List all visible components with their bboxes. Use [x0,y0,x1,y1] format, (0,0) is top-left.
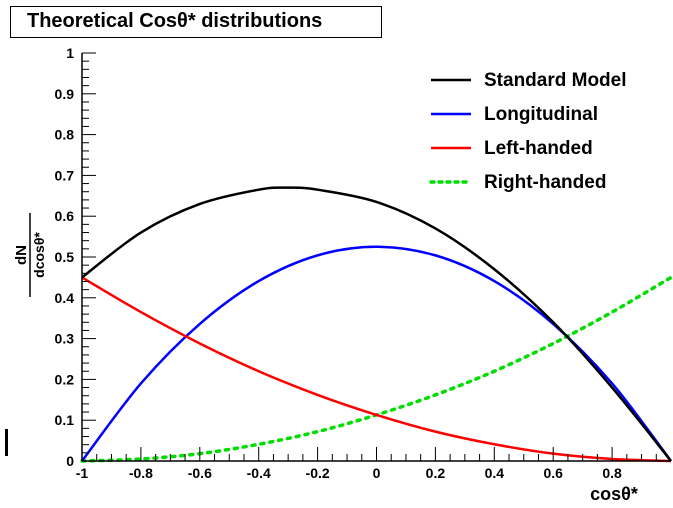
chart-title: Theoretical Cosθ* distributions [27,10,323,32]
y-axis-label-numerator: dN [13,245,30,265]
tick-labels: 0 0.1 0.2 0.3 0.4 0.5 0.6 0.7 0.8 0.9 1 -1 -0.8 -0.6 -… [55,45,623,481]
y-tick-label: 0.6 [55,208,75,224]
x-tick-label: -0.6 [188,465,212,481]
y-axis-label-denominator: dcosθ* [31,232,47,278]
y-tick-label: 0.8 [55,127,75,143]
x-axis-label: cosθ* [590,484,638,504]
stray-mark [5,429,8,456]
y-axis-label: dN dcosθ* [13,213,47,297]
x-tick-label: 0.2 [426,465,446,481]
y-tick-label: 1 [66,45,74,61]
axis-titles: cosθ* dN dcosθ* [13,213,638,504]
y-tick-label: 0.7 [55,167,75,183]
x-tick-label: 0.6 [543,465,563,481]
x-tick-label: -0.8 [129,465,153,481]
legend-label-longitudinal: Longitudinal [484,104,598,125]
x-tick-label: -1 [76,465,89,481]
legend-label-standard-model: Standard Model [484,70,627,91]
y-tick-label: 0.9 [55,86,75,102]
x-tick-label: 0.8 [602,465,622,481]
series-line-right-handed [80,275,673,463]
y-tick-label: 0.4 [55,290,75,306]
y-tick-label: 0.5 [55,249,75,265]
series-line-standard-model [81,186,672,462]
x-tick-label: 0 [373,465,381,481]
y-tick-label: 0.2 [55,371,75,387]
legend-label-right-handed: Right-handed [484,172,606,193]
y-tick-label: 0.1 [55,412,75,428]
chart-title-box: Theoretical Cosθ* distributions [10,6,382,38]
legend-label-left-handed: Left-handed [484,138,593,159]
series-line-left-handed [81,276,672,463]
x-tick-label: 0.4 [485,465,505,481]
y-tick-label: 0 [66,453,74,469]
series-layer [80,186,673,463]
x-tick-label: -0.2 [306,465,330,481]
axes [81,52,671,462]
legend: Standard Model Longitudinal Left-handed Rig… [429,70,627,193]
x-tick-label: -0.4 [247,465,271,481]
y-tick-label: 0.3 [55,331,75,347]
